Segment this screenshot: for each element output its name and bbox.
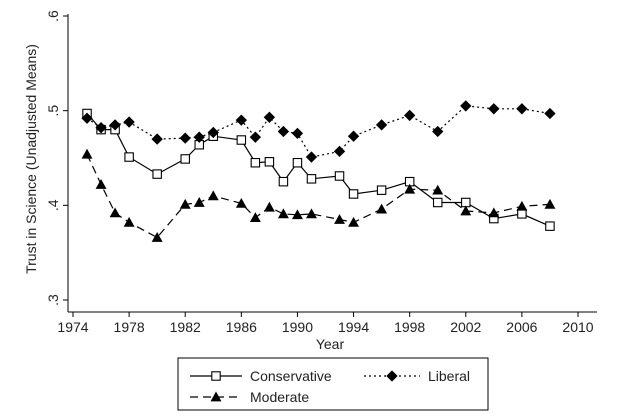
y-tick-label: .3 bbox=[45, 294, 61, 306]
series-moderate bbox=[81, 148, 556, 242]
data-point-liberal bbox=[432, 125, 444, 138]
legend-label-liberal: Liberal bbox=[428, 368, 470, 384]
data-point-conservative bbox=[124, 152, 134, 162]
data-point-conservative bbox=[348, 189, 359, 199]
data-point-conservative bbox=[461, 197, 471, 208]
x-tick-label: 2010 bbox=[562, 319, 593, 335]
data-point-liberal bbox=[305, 151, 318, 163]
data-point-conservative bbox=[180, 154, 190, 164]
data-point-moderate bbox=[376, 203, 388, 214]
y-tick-label: .4 bbox=[45, 199, 61, 211]
data-point-liberal bbox=[95, 122, 107, 134]
legend-label-moderate: Moderate bbox=[250, 389, 309, 405]
y-axis-title: Trust in Science (Unadjusted Means) bbox=[23, 44, 39, 274]
data-point-conservative bbox=[334, 171, 345, 181]
data-point-liberal bbox=[109, 119, 121, 131]
data-point-liberal bbox=[249, 131, 262, 143]
x-tick-label: 1998 bbox=[394, 319, 425, 335]
data-point-moderate bbox=[348, 216, 360, 227]
x-tick-label: 2002 bbox=[450, 319, 481, 335]
data-point-moderate bbox=[544, 198, 556, 209]
data-point-moderate bbox=[334, 214, 345, 224]
data-point-conservative bbox=[292, 157, 303, 168]
data-point-moderate bbox=[95, 179, 107, 189]
legend-marker-liberal bbox=[386, 370, 398, 382]
x-axis-title: Year bbox=[316, 336, 345, 352]
x-tick-label: 1994 bbox=[338, 319, 369, 335]
data-point-liberal bbox=[333, 145, 346, 158]
series-layer bbox=[81, 100, 556, 242]
series-liberal bbox=[81, 100, 556, 163]
x-tick-label: 1990 bbox=[282, 319, 313, 335]
data-point-moderate bbox=[460, 205, 472, 216]
data-point-conservative bbox=[306, 174, 317, 184]
data-point-conservative bbox=[517, 209, 527, 219]
data-point-moderate bbox=[109, 207, 121, 218]
data-point-moderate bbox=[306, 208, 317, 219]
data-point-liberal bbox=[375, 119, 388, 131]
legend: Conservative Liberal Moderate bbox=[177, 357, 489, 411]
data-point-moderate bbox=[404, 183, 416, 194]
data-point-liberal bbox=[207, 126, 219, 139]
x-tick-label: 1986 bbox=[226, 319, 257, 335]
data-point-conservative bbox=[545, 221, 555, 231]
data-point-moderate bbox=[235, 197, 247, 208]
data-point-moderate bbox=[291, 209, 303, 220]
legend-marker-moderate bbox=[210, 391, 222, 402]
data-point-liberal bbox=[403, 109, 416, 122]
data-point-liberal bbox=[291, 127, 304, 140]
y-tick-label: .5 bbox=[45, 105, 61, 117]
data-point-moderate bbox=[488, 207, 500, 218]
legend-label-conservative: Conservative bbox=[250, 368, 332, 384]
y-tick-label: .6 bbox=[45, 10, 61, 22]
data-point-moderate bbox=[516, 200, 528, 211]
data-point-moderate bbox=[207, 190, 219, 201]
axes: .3 .4 .5 .6 1974 1978 1982 1986 1990 1994 1998 2002… bbox=[45, 10, 597, 335]
data-point-conservative bbox=[236, 135, 247, 145]
data-point-liberal bbox=[235, 114, 248, 126]
legend-box bbox=[177, 357, 489, 411]
data-point-conservative bbox=[278, 176, 289, 187]
x-tick-label: 1978 bbox=[114, 319, 145, 335]
data-point-liberal bbox=[263, 111, 276, 123]
series-line-moderate bbox=[86, 153, 550, 239]
data-point-liberal bbox=[151, 133, 163, 145]
data-point-liberal bbox=[544, 107, 556, 120]
data-point-moderate bbox=[179, 198, 191, 209]
legend-marker-conservative bbox=[211, 371, 221, 381]
data-point-moderate bbox=[249, 212, 261, 223]
data-point-liberal bbox=[193, 131, 205, 143]
data-point-liberal bbox=[179, 132, 191, 144]
x-tick-label: 1982 bbox=[170, 319, 201, 335]
data-point-liberal bbox=[81, 112, 93, 124]
data-point-moderate bbox=[263, 201, 275, 212]
data-point-conservative bbox=[250, 157, 261, 168]
data-point-moderate bbox=[123, 216, 135, 227]
data-point-liberal bbox=[488, 103, 500, 115]
data-point-conservative bbox=[376, 185, 387, 195]
data-point-liberal bbox=[123, 116, 135, 128]
data-point-moderate bbox=[277, 208, 289, 219]
data-point-moderate bbox=[193, 197, 205, 207]
data-point-liberal bbox=[516, 103, 528, 115]
legend-items bbox=[190, 370, 420, 402]
data-point-liberal bbox=[347, 130, 360, 142]
data-point-conservative bbox=[152, 169, 162, 179]
x-tick-label: 1974 bbox=[57, 319, 88, 335]
data-point-moderate bbox=[81, 148, 93, 159]
x-tick-label: 2006 bbox=[506, 319, 537, 335]
data-point-conservative bbox=[264, 157, 275, 167]
data-point-moderate bbox=[432, 184, 444, 195]
data-point-liberal bbox=[277, 125, 290, 138]
data-point-moderate bbox=[151, 232, 163, 242]
data-point-liberal bbox=[460, 100, 472, 112]
data-point-conservative bbox=[432, 197, 443, 208]
